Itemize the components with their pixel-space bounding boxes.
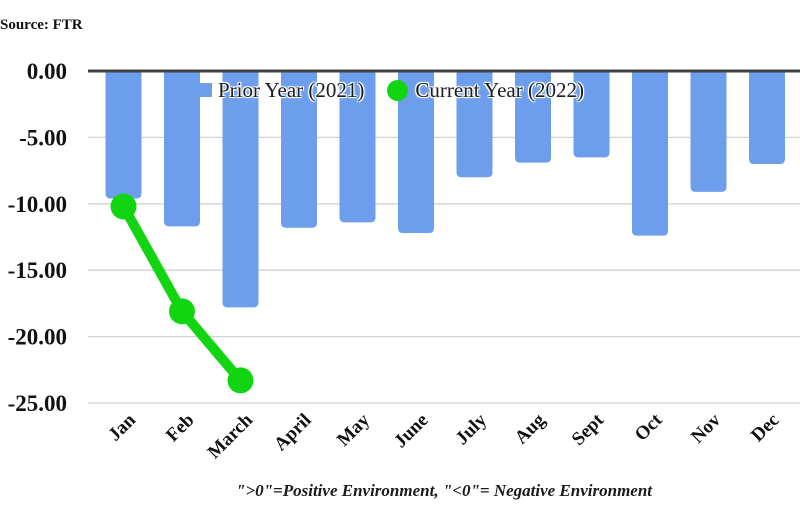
month-label-may: May [333, 409, 374, 450]
month-label-oct: Oct [631, 409, 667, 445]
y-axis-labels: 0.00 -5.00 -10.00 -15.00 -20.00 -25.00 [8, 59, 67, 416]
bar-nov [690, 72, 727, 192]
month-label-nov: Nov [687, 409, 725, 447]
month-label-july: July [452, 409, 492, 449]
bar-april [281, 72, 317, 228]
point-feb [169, 298, 195, 325]
footnote: ">0"=Positive Environment, "<0"= Negativ… [235, 481, 653, 500]
y-gridlines [88, 69, 800, 404]
month-label-june: June [390, 410, 432, 452]
month-label-jan: Jan [104, 409, 140, 445]
month-label-april: April [270, 410, 315, 455]
y-tick-label: -20.00 [8, 325, 67, 350]
y-tick-label: -15.00 [8, 258, 67, 283]
line-current-year [110, 193, 254, 394]
x-axis-labels: Jan Feb March April May June July Aug Sept Oct Nov… [104, 409, 783, 463]
source-label: Source: FTR [0, 17, 83, 33]
point-march [227, 367, 254, 394]
y-tick-label: 0.00 [27, 59, 67, 84]
point-jan [110, 193, 137, 220]
y-tick-label: -5.00 [19, 125, 67, 150]
bar-may [339, 72, 376, 223]
bar-jan [105, 72, 142, 199]
bar-march [222, 72, 259, 308]
y-tick-label: -10.00 [8, 192, 67, 217]
bar-sept [573, 72, 610, 158]
month-label-sept: Sept [568, 409, 609, 450]
bar-aug [515, 72, 551, 163]
bar-dec [749, 72, 785, 164]
month-label-feb: Feb [162, 410, 198, 446]
y-tick-label: -25.00 [8, 391, 67, 416]
month-label-dec: Dec [747, 410, 783, 446]
month-label-march: March [204, 409, 258, 463]
bar-june [398, 72, 434, 234]
month-label-aug: Aug [511, 409, 550, 448]
bars-prior-year [105, 72, 785, 308]
bar-oct [632, 72, 668, 236]
bar-feb [164, 72, 200, 227]
bar-july [456, 72, 493, 178]
